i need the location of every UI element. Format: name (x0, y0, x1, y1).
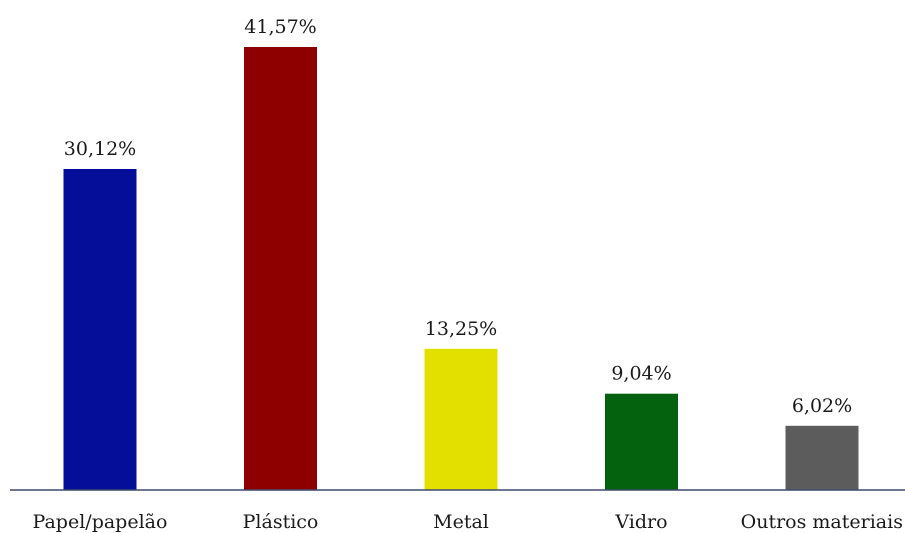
bars-group (63, 47, 859, 490)
category-label-0: Papel/papelão (33, 511, 168, 533)
bar-1 (244, 47, 317, 490)
bar-0 (63, 169, 137, 490)
category-labels-group: Papel/papelão Plástico Metal Vidro Outros ma… (33, 511, 903, 533)
category-label-2: Metal (433, 511, 489, 533)
value-labels-group: 30,12% 41,57% 13,25% 9,04% 6,02% (64, 16, 852, 417)
bar-2 (424, 348, 498, 490)
bar-3 (605, 393, 678, 490)
category-label-3: Vidro (614, 511, 667, 533)
category-label-1: Plástico (243, 511, 319, 533)
bar-4 (785, 425, 859, 490)
value-label-2: 13,25% (425, 318, 497, 340)
value-label-4: 6,02% (792, 395, 852, 417)
value-label-3: 9,04% (611, 363, 671, 385)
category-label-4: Outros materiais (741, 511, 903, 533)
value-label-0: 30,12% (64, 138, 136, 160)
value-label-1: 41,57% (244, 16, 316, 38)
